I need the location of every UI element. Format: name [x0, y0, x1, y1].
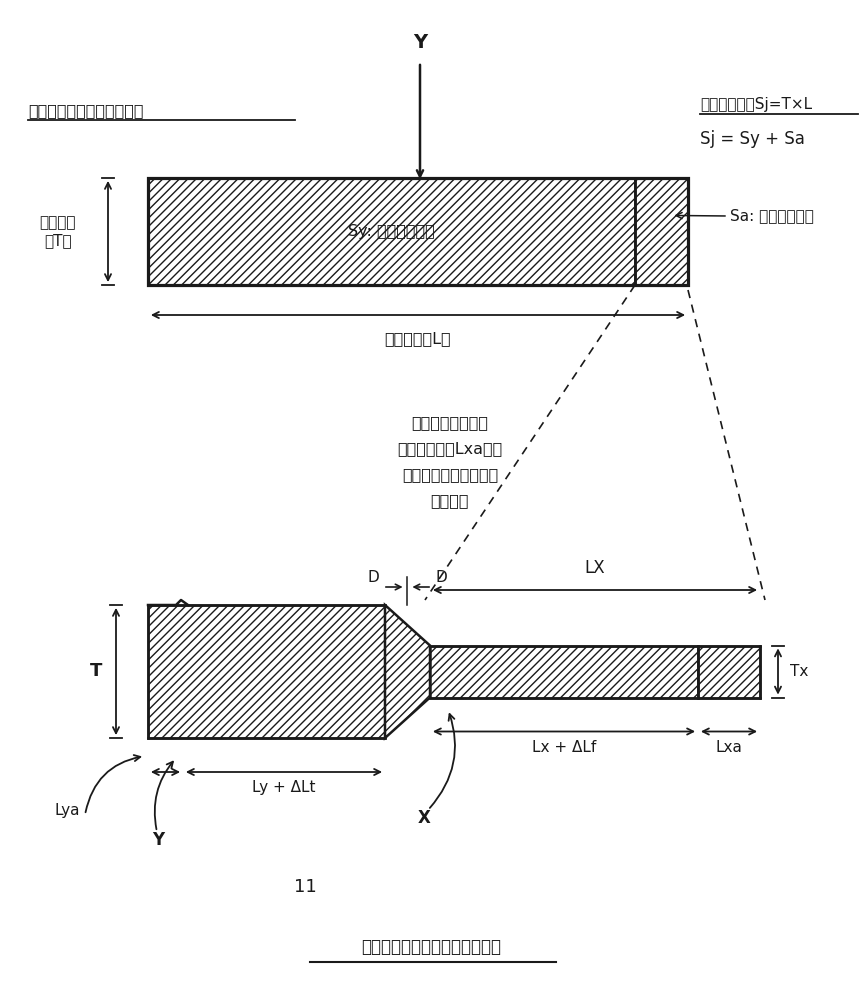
Text: D: D [436, 570, 447, 585]
Text: Lx + ΔLf: Lx + ΔLf [531, 740, 596, 754]
Text: Sa: 剩余侧截面积: Sa: 剩余侧截面积 [729, 209, 813, 224]
Bar [697, 646, 759, 698]
Text: 厚壁部以及薄壁部分配: 厚壁部以及薄壁部分配 [401, 467, 498, 482]
Text: Ly + ΔLt: Ly + ΔLt [252, 780, 315, 795]
Text: LX: LX [584, 559, 604, 577]
Text: 二次轧制后的不均厚钢板的形状: 二次轧制后的不均厚钢板的形状 [361, 938, 500, 956]
Text: D: D [367, 570, 379, 585]
Text: Y: Y [152, 831, 164, 849]
Text: X: X [418, 809, 430, 827]
Text: 根据运算出的薄壁: 根据运算出的薄壁 [411, 415, 488, 430]
Text: 剩余面积: 剩余面积 [430, 493, 468, 508]
Text: Sj = Sy + Sa: Sj = Sy + Sa [699, 130, 804, 148]
Bar [635, 178, 687, 285]
Text: Y: Y [412, 33, 426, 52]
Text: Lxa: Lxa [715, 740, 741, 754]
Text: 实际侧截面积Sj=T×L: 实际侧截面积Sj=T×L [699, 97, 811, 112]
Text: 一次轧制后的厚壁部的形状: 一次轧制后的厚壁部的形状 [28, 103, 143, 118]
Text: Tx: Tx [789, 664, 808, 679]
Bar [148, 605, 385, 738]
Text: 实际长度（L）: 实际长度（L） [384, 331, 451, 346]
Bar [430, 646, 697, 698]
Bar [148, 178, 687, 285]
Text: 11: 11 [294, 878, 316, 896]
Text: 实际厚度: 实际厚度 [40, 215, 76, 230]
Bar [148, 178, 635, 285]
Text: 部的富余长度Lxa来向: 部的富余长度Lxa来向 [397, 441, 502, 456]
Text: （T）: （T） [44, 233, 71, 248]
Text: Lya: Lya [55, 802, 80, 818]
Text: Sy: 预定侧截面积: Sy: 预定侧截面积 [348, 224, 434, 239]
Polygon shape [385, 605, 430, 738]
Text: T: T [90, 662, 102, 680]
